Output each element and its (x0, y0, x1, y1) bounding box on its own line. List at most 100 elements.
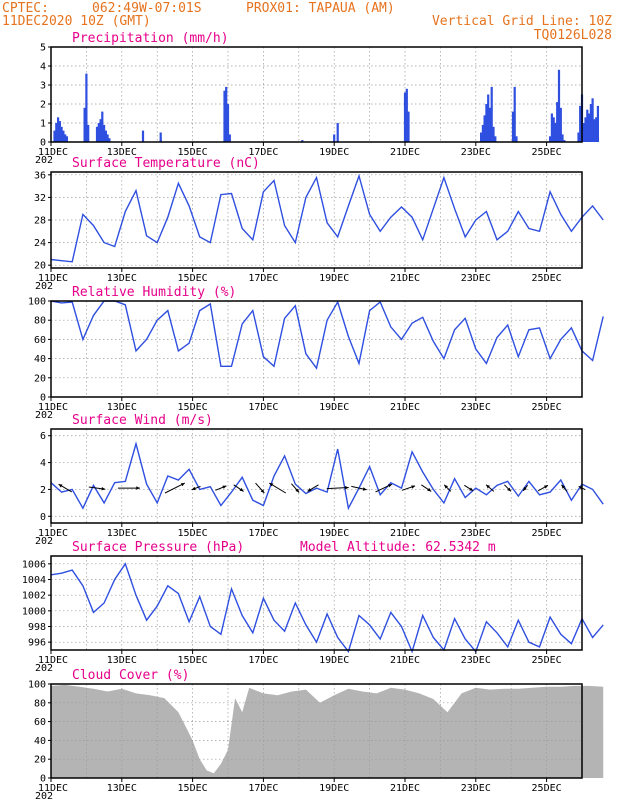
x-tick-label: 11DEC (38, 528, 68, 539)
wind-arrow-head (269, 483, 274, 487)
x-tick-label: 23DEC (461, 147, 491, 158)
panel-temperature: 20 24 28 32 36 11DEC 13DEC 15DEC 17DEC 19DEC 21DEC… (34, 156, 604, 292)
precip-bar (83, 107, 86, 142)
wind-arrow-head (295, 488, 300, 493)
x-tick-label: 23DEC (461, 273, 491, 284)
header-source: CPTEC: (2, 1, 49, 16)
wind-arrow (561, 484, 568, 492)
precip-bar (141, 130, 145, 142)
precip-bar (582, 123, 585, 142)
x-tick-label: 15DEC (178, 783, 208, 794)
x-tick-label: 13DEC (107, 528, 137, 539)
header-grid-note: Vertical Grid Line: 10Z (432, 14, 612, 29)
precipitation-frame (50, 46, 583, 143)
pressure-title: Surface Pressure (hPa) (72, 540, 244, 555)
wind-arrow (401, 485, 416, 491)
x-tick-label: 19DEC (319, 528, 349, 539)
header-coords: 062:49W-07:01S (92, 1, 202, 16)
temperature-title: Surface Temperature (nC) (72, 156, 260, 171)
wind-arrow-head (191, 486, 196, 491)
wind-title: Surface Wind (m/s) (72, 413, 213, 428)
y-tick-label: 40 (34, 354, 46, 365)
precip-bar (552, 117, 555, 142)
y-tick-label: 998 (28, 622, 46, 633)
precip-bar (557, 69, 561, 142)
precip-bar (108, 138, 111, 142)
precip-bar (333, 134, 336, 142)
y-tick-label: 0 (40, 393, 46, 404)
precip-bar (586, 109, 589, 142)
wind-arrow (464, 484, 474, 492)
precip-bar (101, 111, 104, 142)
precip-bar (65, 136, 68, 142)
wind-arrow (537, 484, 549, 492)
wind-arrow-head (507, 487, 511, 492)
humidity-series-line (50, 300, 604, 370)
precip-bar (485, 104, 488, 142)
x-tick-label: 13DEC (107, 402, 137, 413)
x-tick-label: 11DEC (38, 783, 68, 794)
wind-arrow-head (58, 484, 63, 488)
x-tick-label: 25DEC (532, 783, 562, 794)
header-station: PROX01: TAPAUA (AM) (246, 1, 395, 16)
y-tick-label: 3 (40, 81, 46, 92)
wind-arrow (421, 484, 432, 492)
y-tick-label: 4 (40, 62, 46, 73)
x-tick-label: 21DEC (390, 655, 420, 666)
wind-arrow-head (101, 487, 106, 491)
y-tick-label: 20 (34, 373, 46, 384)
precip-bar (490, 86, 493, 142)
precip-bar (556, 102, 559, 142)
x-tick-label: 11DEC (38, 147, 68, 158)
y-tick-label: 60 (34, 717, 46, 728)
wind-arrow-head (427, 487, 432, 492)
precip-bar (228, 134, 231, 142)
precip-bar (488, 107, 492, 142)
precip-bar (481, 124, 484, 142)
x-tick-label: 19DEC (319, 655, 349, 666)
precip-bar (596, 105, 599, 142)
precip-bar (584, 117, 587, 142)
y-tick-label: 4 (40, 458, 46, 469)
precip-bar (95, 126, 99, 142)
precip-bar (589, 104, 592, 142)
x-tick-label: 17DEC (248, 528, 278, 539)
wind-arrow (164, 482, 186, 494)
wind-arrow (58, 483, 73, 493)
wind-arrow (522, 484, 528, 492)
y-tick-label: 1000 (22, 606, 46, 617)
precip-bar (593, 119, 596, 142)
wind-arrow (191, 485, 201, 491)
x-year-stub: 202 (35, 536, 53, 547)
wind-arrow-head (444, 484, 448, 489)
x-tick-label: 23DEC (461, 783, 491, 794)
y-tick-label: 0 (40, 138, 46, 149)
wind-arrow-head (180, 483, 185, 487)
y-tick-label: 60 (34, 335, 46, 346)
wind-arrow (88, 486, 106, 491)
wind-arrow-head (486, 484, 490, 489)
x-tick-label: 17DEC (248, 655, 278, 666)
precip-bar (55, 123, 58, 142)
x-tick-label: 21DEC (390, 783, 420, 794)
cloud_cover-title: Cloud Cover (%) (72, 668, 189, 683)
y-tick-label: 80 (34, 316, 46, 327)
wind-arrow (117, 486, 140, 490)
precip-bar (60, 126, 63, 142)
precip-bar (104, 130, 107, 142)
precip-bar (58, 121, 61, 142)
wind-arrow-head (307, 488, 312, 492)
wind-arrow-head (260, 489, 265, 493)
y-tick-label: 1004 (22, 575, 46, 586)
wind-series-line (50, 441, 604, 511)
x-tick-label: 21DEC (390, 147, 420, 158)
x-tick-label: 25DEC (532, 655, 562, 666)
precip-bar (225, 86, 228, 142)
x-year-stub: 202 (35, 410, 53, 421)
y-tick-label: 6 (40, 431, 46, 442)
x-tick-label: 11DEC (38, 402, 68, 413)
x-tick-label: 19DEC (319, 783, 349, 794)
precip-bar (407, 111, 410, 142)
wind-arrow (351, 485, 367, 491)
panel-wind: 0 2 4 6 11DEC 13DEC 15DEC 17DEC 19DEC 21DEC 23DEC 2… (35, 413, 604, 547)
